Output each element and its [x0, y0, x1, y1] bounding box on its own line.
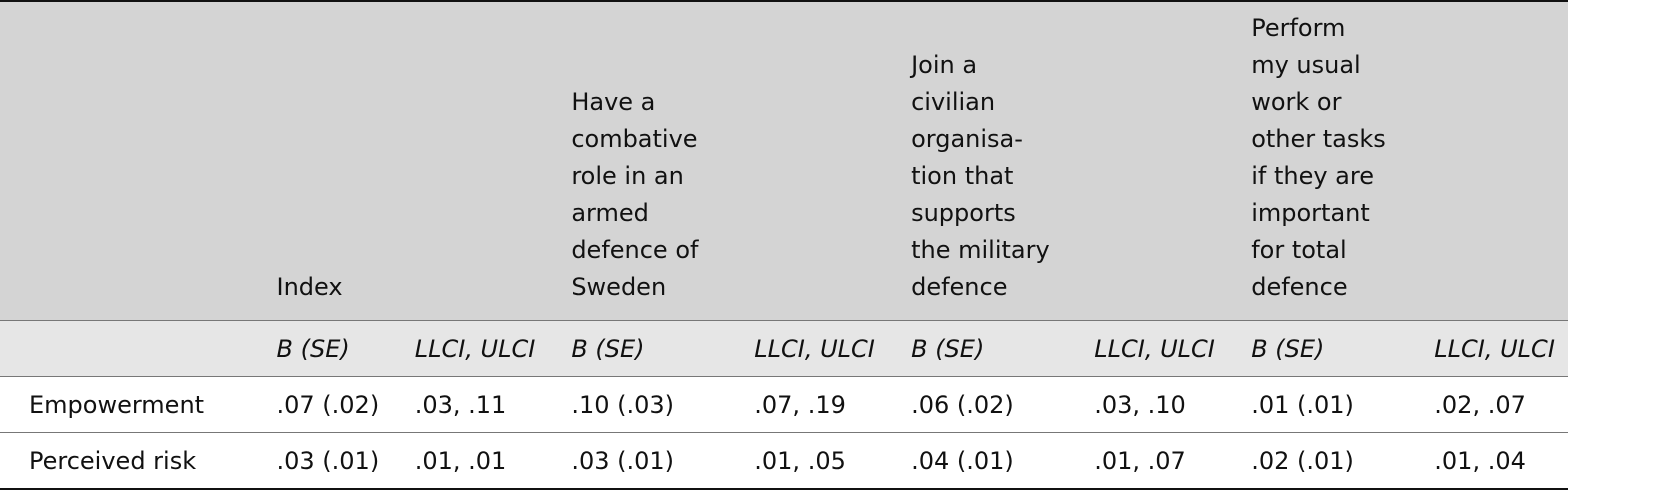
header-civilian-organisation: Join a civilian organisa-tion that suppo… — [911, 1, 1251, 321]
subheader-llci-ulci: LLCI, ULCI — [1434, 334, 1555, 363]
table-cell: .03 (.01) — [571, 446, 675, 475]
header-civilian-text: Join a civilian organisa-tion that suppo… — [911, 51, 1050, 301]
subheader-llci-ulci: LLCI, ULCI — [1094, 334, 1215, 363]
subheader-b-se: B (SE) — [1251, 334, 1325, 363]
table-cell: .06 (.02) — [911, 390, 1014, 419]
table-cell: .03, .10 — [1094, 390, 1186, 419]
subheader-b-se: B (SE) — [276, 334, 350, 363]
table-cell: .01, .04 — [1434, 446, 1526, 475]
subheader-llci-ulci: LLCI, ULCI — [754, 334, 875, 363]
table-row: Perceived risk .03 (.01) .01, .01 .03 (.… — [0, 432, 1568, 489]
table-row: Empowerment .07 (.02) .03, .11 .10 (.03)… — [0, 376, 1568, 433]
subheader-llci-ulci: LLCI, ULCI — [414, 334, 536, 363]
header-usual-work: Perform my usual work or other tasks if … — [1251, 1, 1568, 321]
table-cell: .01, .05 — [754, 446, 846, 475]
table-cell: .01, .01 — [414, 446, 507, 475]
subheader-b-se: B (SE) — [911, 334, 985, 363]
table-cell: .03 (.01) — [276, 446, 380, 475]
table-cell: .10 (.03) — [571, 390, 675, 419]
table-cell: .07, .19 — [754, 390, 846, 419]
results-table: Index Have a combative role in an armed … — [0, 1, 1568, 489]
row-label: Perceived risk — [29, 446, 197, 475]
subheader-empty-cell — [0, 321, 277, 377]
row-label: Empowerment — [29, 390, 205, 419]
table-cell: .01 (.01) — [1251, 390, 1354, 419]
table-cell: .02, .07 — [1434, 390, 1526, 419]
header-combative-text: Have a combative role in an armed defenc… — [571, 88, 699, 301]
header-empty-cell — [0, 1, 277, 321]
table-cell: .01, .07 — [1094, 446, 1186, 475]
table-cell: .03, .11 — [414, 390, 507, 419]
header-work-text: Perform my usual work or other tasks if … — [1251, 14, 1386, 301]
table-cell: .07 (.02) — [276, 390, 380, 419]
header-combative-role: Have a combative role in an armed defenc… — [571, 1, 911, 321]
subheader-row: B (SE) LLCI, ULCI B (SE) LLCI, ULCI B (S… — [0, 320, 1568, 377]
table-cell: .04 (.01) — [911, 446, 1014, 475]
header-row: Index Have a combative role in an armed … — [0, 1, 1568, 321]
subheader-b-se: B (SE) — [571, 334, 645, 363]
header-index: Index — [276, 273, 343, 301]
table-cell: .02 (.01) — [1251, 446, 1354, 475]
